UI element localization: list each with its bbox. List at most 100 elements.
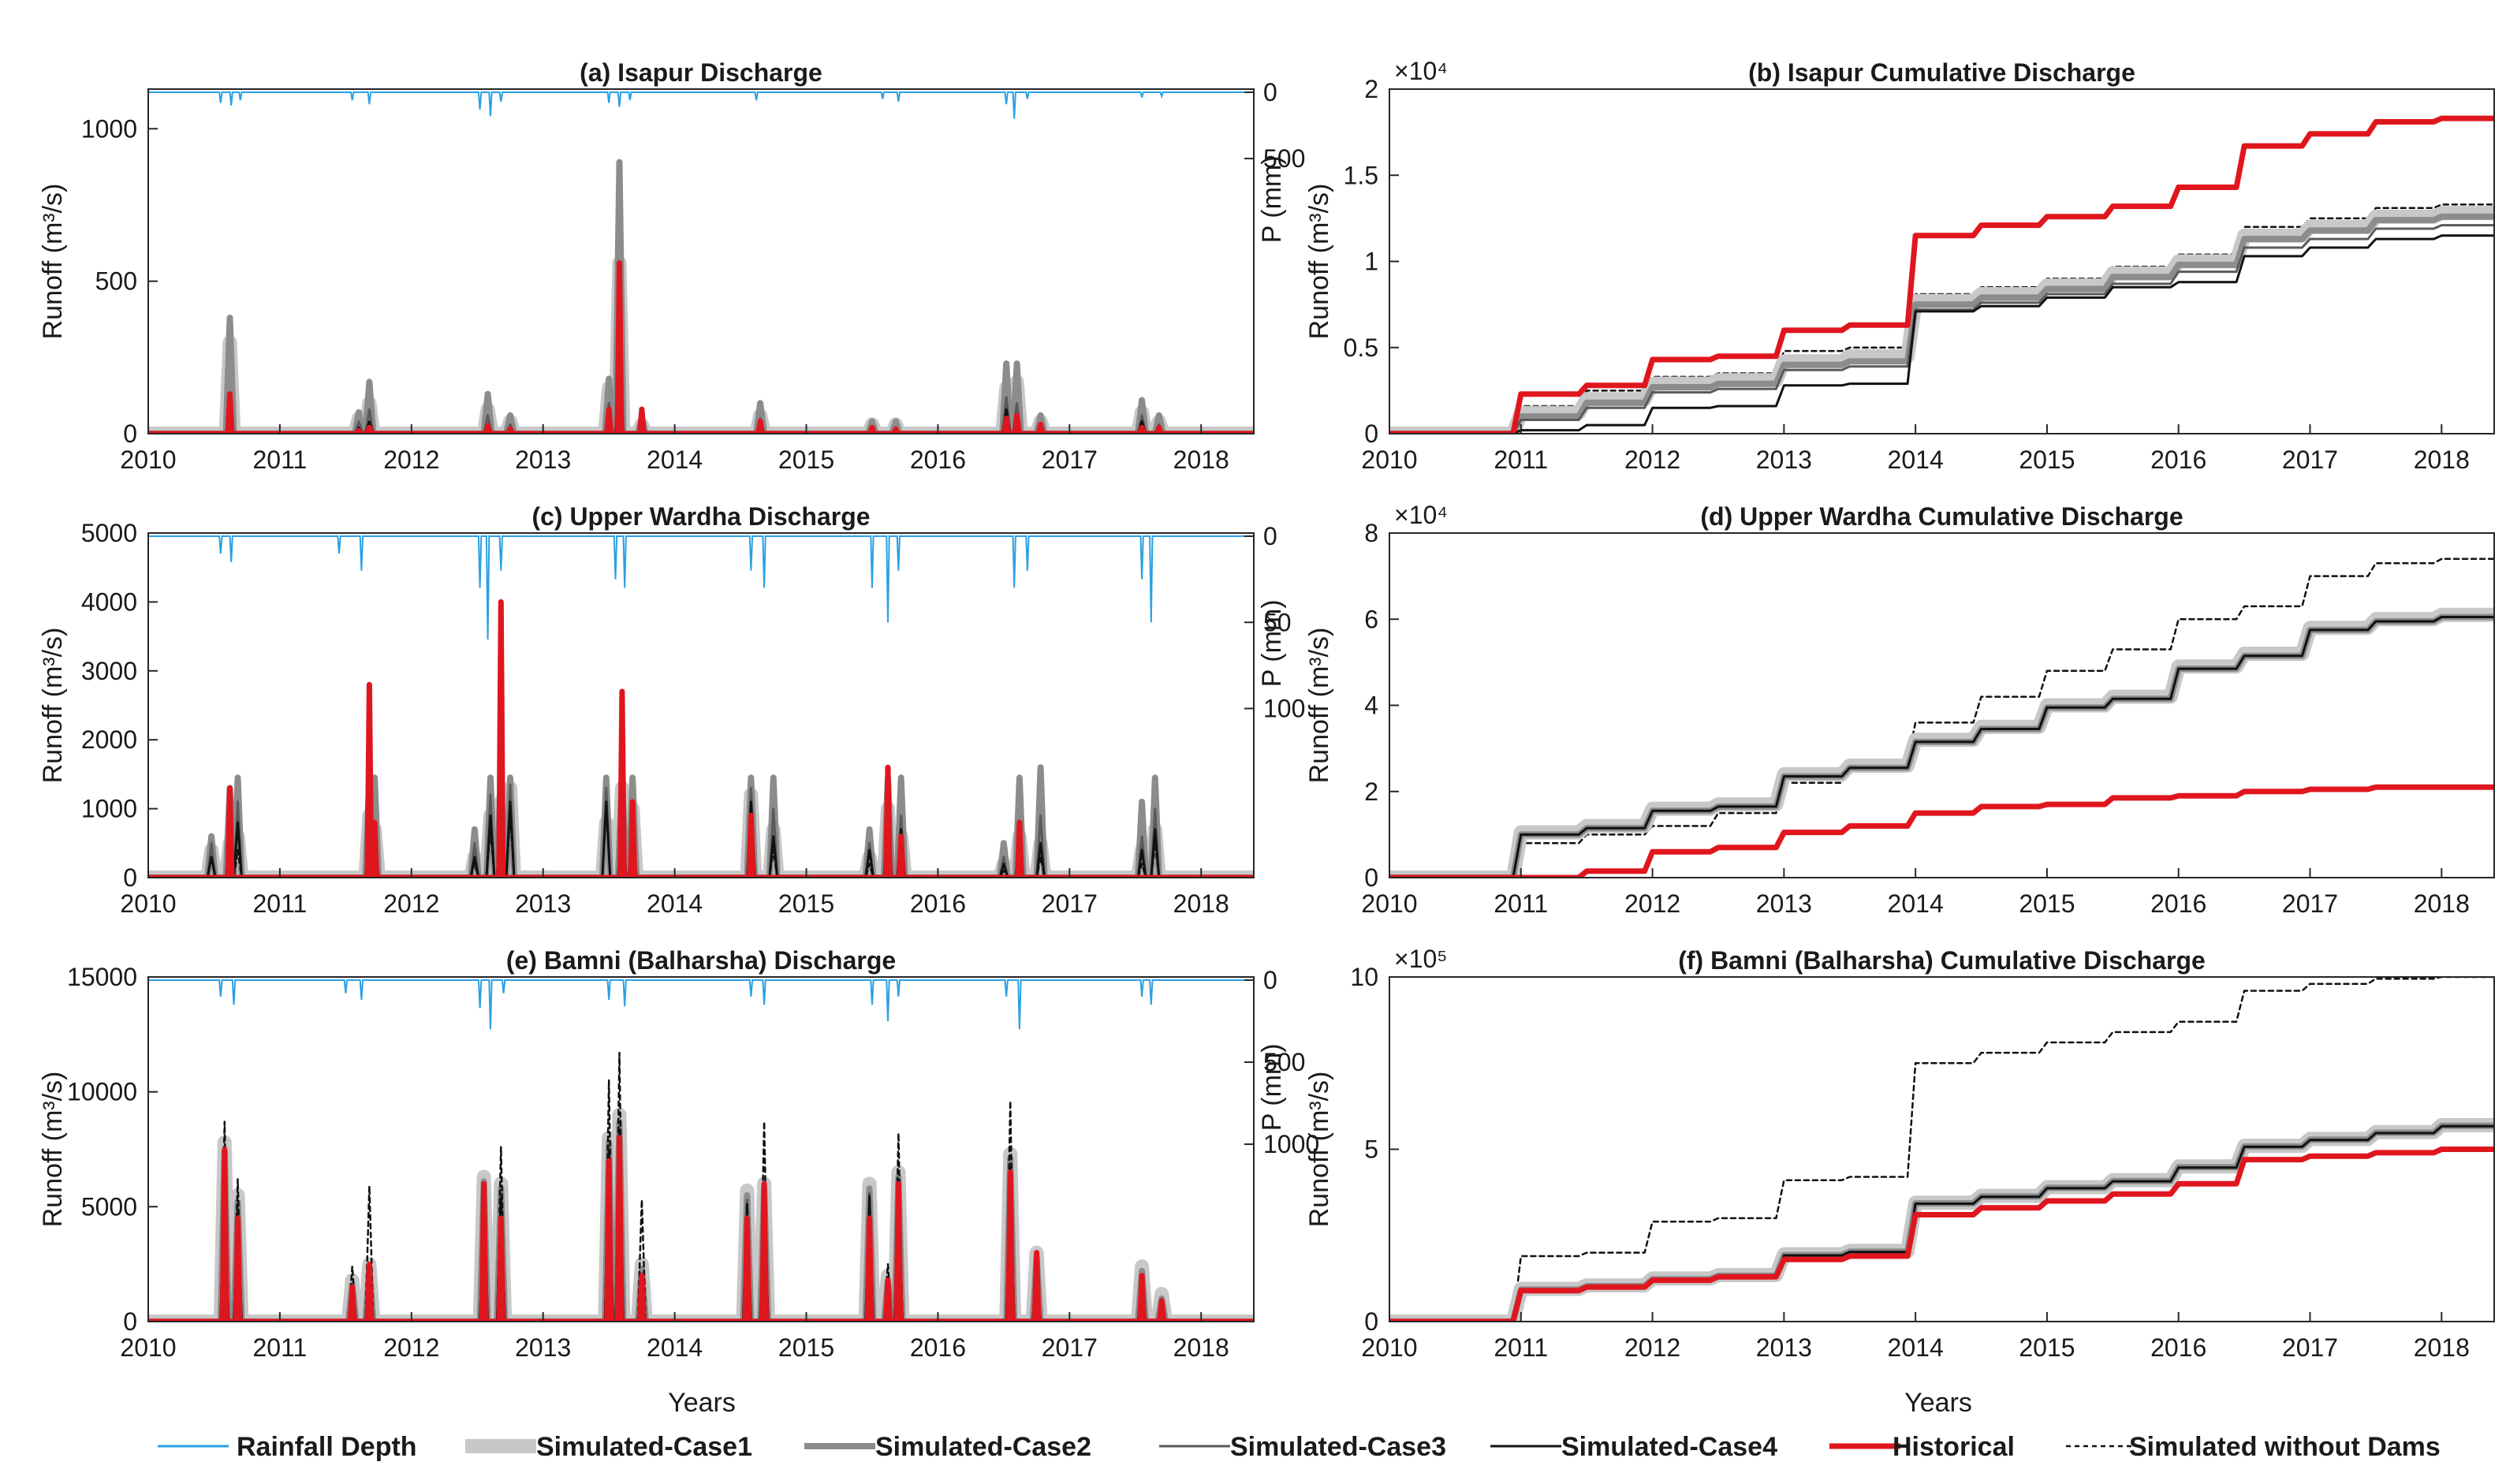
x-tick-label: 2016 (2150, 889, 2206, 918)
x-tick-label: 2013 (1756, 889, 1812, 918)
y2-tick-label: 0 (1263, 78, 1277, 106)
y-tick-label: 15000 (67, 963, 137, 991)
x-tick-label: 2014 (1888, 1333, 1944, 1362)
panel-a: (a) Isapur Discharge 2010 2011 2012 2013 2014… (38, 58, 1305, 474)
x-tick-label: 2011 (252, 446, 307, 474)
panel-b: (b) Isapur Cumulative Discharge 2010 2011 2… (1304, 57, 2495, 474)
x-tick-label: 2017 (2282, 889, 2338, 918)
y-axis-label-b: Runoff (m³/s) (1304, 184, 1334, 340)
series-c2-e (148, 1118, 1254, 1322)
panel-f: (f) Bamni (Balharsha) Cumulative Dischar… (1304, 945, 2495, 1362)
legend: Rainfall Depth Simulated-Case1 Simulated-C… (158, 1432, 2441, 1462)
y-tick-label: 0 (1364, 863, 1378, 892)
plot-area-f (1389, 977, 2494, 1322)
series-c3-e (148, 1124, 1254, 1322)
y-axis-label-f: Runoff (m³/s) (1304, 1072, 1334, 1228)
y2-tick-label: 500 (1263, 1048, 1305, 1076)
x-tick-label: 2011 (1494, 1333, 1548, 1362)
series-c2-b (1389, 213, 2494, 434)
series-hist-d (1389, 784, 2494, 878)
y-tick-label: 0 (1364, 1307, 1378, 1336)
x-tick-label: 2012 (1624, 446, 1680, 474)
y-tick-label: 1000 (81, 795, 137, 823)
x-tick-label: 2015 (778, 1333, 834, 1362)
series-hist-a (148, 259, 1254, 434)
series-hist-c (148, 598, 1254, 878)
x-tick-label: 2014 (647, 889, 703, 918)
y-axis-label-a: Runoff (m³/s) (38, 184, 68, 340)
x-tick-label: 2018 (1173, 889, 1229, 918)
x-tick-label: 2016 (910, 1333, 966, 1362)
y-tick-label: 2000 (81, 725, 137, 754)
y2-tick-label: 0 (1263, 522, 1277, 550)
y-tick-label: 4 (1364, 692, 1378, 720)
x-tick-label: 2012 (1624, 889, 1680, 918)
x-tick-label: 2014 (1888, 889, 1944, 918)
legend-label-c4: Simulated-Case4 (1561, 1432, 1777, 1462)
x-tick-label: 2016 (910, 889, 966, 918)
series-rain-e (148, 979, 1254, 1030)
y-exponent-f: ×10⁵ (1394, 945, 1448, 973)
series-c1-d (1389, 607, 2494, 878)
series-rain-a (148, 91, 1254, 119)
y-tick-label: 5000 (81, 1192, 137, 1221)
y2-tick-label: 50 (1263, 608, 1292, 636)
y2-axis-label-e: P (mm) (1257, 1043, 1287, 1131)
panel-title-c: (c) Upper Wardha Discharge (531, 502, 870, 531)
axes-frame-a (147, 88, 1255, 434)
x-tick-label: 2013 (1756, 446, 1812, 474)
x-tick-label: 2011 (252, 889, 307, 918)
series-c1-b (1389, 206, 2494, 434)
plot-area-e (148, 979, 1254, 1322)
series-hist-b (1389, 115, 2494, 434)
y2-tick-label: 1000 (1263, 1130, 1319, 1158)
series-c1-c (148, 781, 1254, 878)
series-c3-b (1389, 224, 2494, 434)
x-tick-label: 2016 (910, 446, 966, 474)
y-tick-label: 0 (1364, 419, 1378, 448)
x-tick-label: 2015 (2019, 446, 2075, 474)
x-tick-label: 2013 (515, 1333, 571, 1362)
y-tick-label: 2 (1364, 777, 1378, 806)
axes-frame-e (147, 976, 1255, 1322)
y-tick-label: 2 (1364, 75, 1378, 103)
series-rain-c (148, 535, 1254, 640)
x-tick-label: 2014 (647, 446, 703, 474)
series-c4-d (1389, 616, 2494, 878)
x-tick-label: 2011 (1494, 446, 1548, 474)
plot-area-a (148, 91, 1254, 434)
x-tick-label: 2018 (2414, 446, 2470, 474)
plot-area-c (148, 535, 1254, 878)
y2-tick-label: 100 (1263, 695, 1305, 723)
x-tick-label: 2012 (1624, 1333, 1680, 1362)
x-tick-label: 2011 (1494, 889, 1548, 918)
y2-tick-label: 500 (1263, 144, 1305, 173)
series-nodam-f (1389, 977, 2494, 1322)
y-tick-label: 0.5 (1344, 334, 1378, 362)
series-c3-c (148, 783, 1254, 878)
series-hist-f (1389, 1147, 2494, 1322)
panel-title-b: (b) Isapur Cumulative Discharge (1748, 58, 2135, 87)
y-axis-label-c: Runoff (m³/s) (38, 628, 68, 784)
x-tick-label: 2016 (2150, 1333, 2206, 1362)
legend-label-rain: Rainfall Depth (237, 1432, 417, 1462)
x-axis-label-left: Years (668, 1388, 736, 1418)
panel-d: (d) Upper Wardha Cumulative Discharge 201… (1304, 501, 2495, 918)
legend-label-c2: Simulated-Case2 (875, 1432, 1091, 1462)
y-exponent-d: ×10⁴ (1394, 501, 1448, 529)
x-tick-label: 2012 (383, 446, 439, 474)
y-tick-label: 10000 (67, 1078, 137, 1106)
x-tick-label: 2015 (2019, 889, 2075, 918)
x-tick-label: 2017 (2282, 446, 2338, 474)
x-tick-label: 2018 (1173, 446, 1229, 474)
series-c4-b (1389, 234, 2494, 434)
series-nodam-e (148, 1051, 1254, 1322)
series-nodam-c (148, 807, 1254, 878)
plot-area-b (1389, 115, 2494, 434)
x-tick-label: 2017 (1042, 446, 1098, 474)
y-tick-label: 1.5 (1344, 161, 1378, 189)
y-axis-label-e: Runoff (m³/s) (38, 1072, 68, 1228)
series-c4-a (148, 341, 1254, 434)
x-tick-label: 2018 (1173, 1333, 1229, 1362)
